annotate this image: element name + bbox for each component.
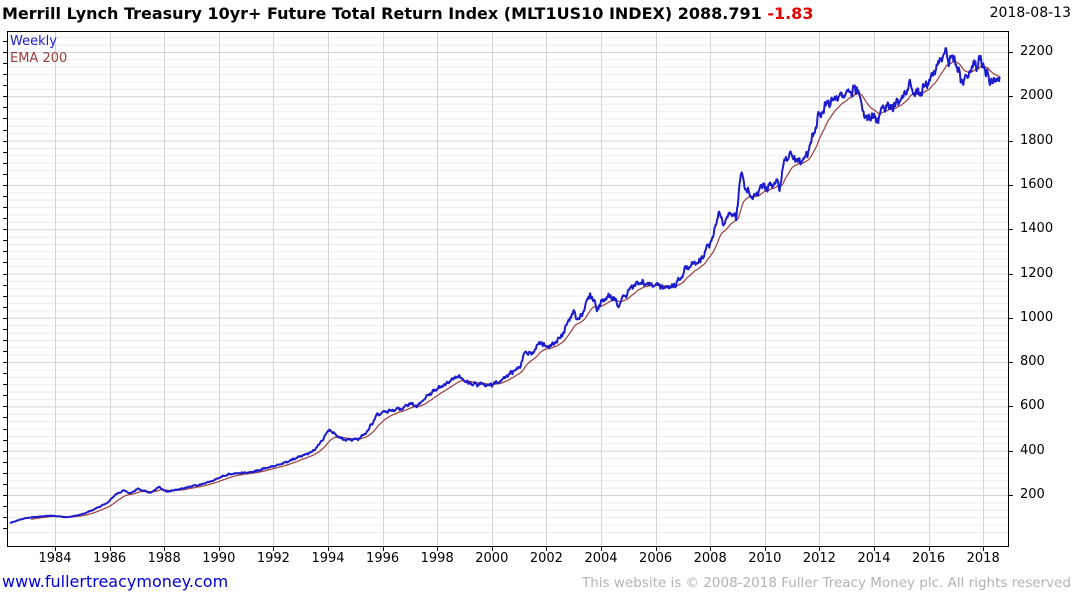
instrument-title: Merrill Lynch Treasury 10yr+ Future Tota… (2, 4, 673, 23)
price-series-line (9, 47, 1001, 524)
y-axis-label: 1800 (1020, 132, 1054, 148)
y-axis-label: 1400 (1020, 221, 1054, 237)
last-price: 2088.791 (677, 4, 762, 23)
y-axis-label: 400 (1020, 442, 1045, 458)
x-axis-label: 2010 (748, 551, 782, 566)
y-axis-label: 600 (1020, 398, 1045, 414)
y-axis-label: 1600 (1020, 176, 1054, 192)
legend-ema: EMA 200 (10, 51, 68, 66)
x-axis-label: 2000 (475, 551, 509, 566)
website-link[interactable]: www.fullertreacymoney.com (2, 572, 229, 591)
x-axis-label: 1998 (420, 551, 454, 566)
title-bar: Merrill Lynch Treasury 10yr+ Future Tota… (0, 0, 1075, 29)
x-axis-label: 1996 (366, 551, 400, 566)
y-axis-label: 1200 (1020, 265, 1054, 281)
legend-weekly: Weekly (10, 34, 57, 49)
major-gridlines (7, 31, 1008, 546)
x-axis-label: 2002 (529, 551, 563, 566)
y-axis-label: 2000 (1020, 88, 1054, 104)
x-axis-label: 2008 (693, 551, 727, 566)
copyright-text: This website is © 2008-2018 Fuller Treac… (582, 575, 1071, 591)
price-change: -1.83 (767, 4, 814, 23)
x-axis-label: 1988 (147, 551, 181, 566)
y-axis-label: 200 (1020, 487, 1045, 502)
plot-border (7, 31, 1009, 547)
y-axis-label: 800 (1020, 354, 1045, 370)
x-axis-label: 2012 (802, 551, 836, 566)
x-axis-label: 1984 (38, 551, 72, 566)
x-axis-label: 2016 (912, 551, 946, 566)
x-axis-label: 1994 (311, 551, 345, 566)
page-title: Merrill Lynch Treasury 10yr+ Future Tota… (2, 4, 813, 23)
minor-gridlines (7, 37, 1008, 533)
x-axis-label: 1990 (202, 551, 236, 566)
chart-date: 2018-08-13 (989, 5, 1071, 21)
x-axis-label: 2018 (966, 551, 1000, 566)
y-axis-label: 2200 (1020, 44, 1054, 59)
chart-legend: Weekly EMA 200 (10, 33, 67, 67)
x-axis-label: 1992 (256, 551, 290, 566)
y-axis-label: 1000 (1020, 309, 1054, 325)
x-axis-label: 2004 (584, 551, 618, 566)
x-axis-label: 2006 (639, 551, 673, 566)
x-axis-label: 2014 (857, 551, 891, 566)
x-axis-label: 1986 (93, 551, 127, 566)
axis-ticks (3, 41, 1013, 551)
ema-series-line (30, 60, 1000, 520)
